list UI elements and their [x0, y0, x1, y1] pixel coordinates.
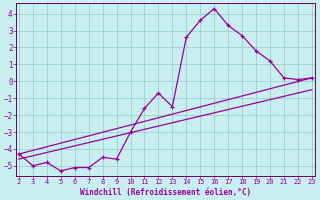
X-axis label: Windchill (Refroidissement éolien,°C): Windchill (Refroidissement éolien,°C): [80, 188, 251, 197]
